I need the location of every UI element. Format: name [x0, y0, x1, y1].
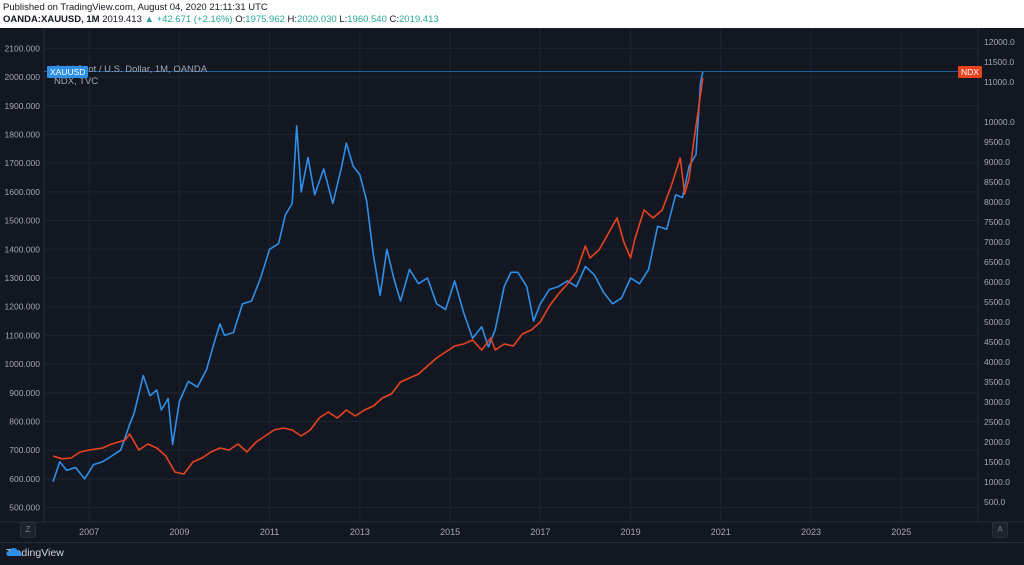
y-left-tick-label: 1300.000: [5, 273, 41, 283]
y-right-tick-label: 1500.0: [984, 457, 1010, 467]
y-right-tick-label: 9500.0: [984, 137, 1010, 147]
x-tick-label: 2007: [79, 527, 99, 537]
open-label: O:: [235, 14, 246, 25]
y-left-tick-label: 2100.000: [5, 43, 41, 53]
y-right-tick-label: 9000.0: [984, 157, 1010, 167]
x-tick-label: 2011: [260, 527, 279, 537]
y-right-tick-label: 11500.0: [984, 57, 1014, 67]
y-right-tick-label: 5500.0: [984, 297, 1010, 307]
y-right-tick-label: 1000.0: [984, 477, 1010, 487]
y-left-tick-label: 1600.000: [5, 187, 41, 197]
y-right-tick-label: 2500.0: [984, 417, 1010, 427]
close-label: C:: [389, 14, 400, 25]
plot-frame: [43, 28, 979, 523]
low-value: 1960.540: [347, 14, 387, 25]
y-right-tick-label: 4000.0: [984, 357, 1010, 367]
symbol-name: OANDA:XAUUSD, 1M: [3, 14, 100, 25]
y-right-tick-label: 8000.0: [984, 197, 1010, 207]
x-tick-label: 2023: [801, 527, 821, 537]
y-left-tick-label: 1100.000: [5, 330, 40, 340]
y-left-tick-label: 1700.000: [5, 158, 41, 168]
y-right-tick-label: 3000.0: [984, 397, 1010, 407]
last-price: 2019.413: [102, 14, 142, 25]
y-left-tick-label: 1000.000: [5, 359, 41, 369]
price-change: ▲ +42.671 (+2.16%): [144, 14, 233, 25]
x-tick-label: 2009: [169, 527, 189, 537]
x-tick-label: 2021: [711, 527, 731, 537]
y-left-tick-label: 800.000: [9, 417, 40, 427]
high-label: H:: [287, 14, 298, 25]
y-right-tick-label: 8500.0: [984, 177, 1010, 187]
y-right-tick-label: 4500.0: [984, 337, 1010, 347]
x-tick-label: 2025: [891, 527, 911, 537]
y-right-tick-label: 5000.0: [984, 317, 1010, 327]
auto-scale-button[interactable]: A: [992, 522, 1008, 538]
y-right-tick-label: 6000.0: [984, 277, 1010, 287]
y-right-tick-label: 6500.0: [984, 257, 1010, 267]
y-left-tick-label: 700.000: [9, 445, 40, 455]
legend-series-gold: Gold Spot / U.S. Dollar, 1M, OANDA: [54, 64, 208, 75]
y-left-tick-label: 500.000: [9, 503, 40, 513]
high-value: 2020.030: [297, 14, 337, 25]
y-right-tick-label: 7000.0: [984, 237, 1010, 247]
y-left-tick-label: 2000.000: [5, 72, 41, 82]
time-axis-band: [0, 522, 1024, 542]
ndx-line: [52, 77, 704, 475]
footer-bar: TradingView: [0, 542, 1024, 565]
y-left-tick-label: 1900.000: [5, 101, 41, 111]
y-left-tick-label: 1400.000: [5, 244, 41, 254]
symbol-quote: OANDA:XAUUSD, 1M 2019.413 ▲ +42.671 (+2.…: [3, 14, 439, 25]
y-right-tick-label: 500.0: [984, 497, 1006, 507]
y-left-tick-label: 1200.000: [5, 302, 41, 312]
tradingview-brand[interactable]: TradingView: [6, 547, 64, 559]
y-left-tick-label: 600.000: [9, 474, 40, 484]
brand-name: TradingView: [6, 547, 64, 559]
ndx-price-tag: NDX: [958, 65, 982, 78]
chart-area[interactable]: 500.000 600.000 700.000 800.000 900.000 1000.…: [0, 28, 1024, 542]
y-left-tick-label: 1500.000: [5, 216, 41, 226]
scale-left-button[interactable]: Z: [20, 522, 36, 538]
publish-header: Published on TradingView.com, August 04,…: [0, 0, 1024, 28]
y-right-tick-label: 10000.0: [984, 117, 1015, 127]
y-right-tick-label: 11000.0: [984, 77, 1014, 87]
y-left-tick-label: 1800.000: [5, 129, 41, 139]
price-chart[interactable]: 500.000 600.000 700.000 800.000 900.000 1000.…: [0, 28, 1024, 542]
x-tick-label: 2017: [530, 527, 550, 537]
x-tick-label: 2015: [440, 527, 460, 537]
y-right-tick-label: 3500.0: [984, 377, 1010, 387]
low-label: L:: [339, 14, 348, 25]
y-right-tick-label: 7500.0: [984, 217, 1010, 227]
y-right-tick-label: 12000.0: [984, 37, 1015, 47]
y-left-tick-label: 900.000: [9, 388, 40, 398]
close-value: 2019.413: [399, 14, 439, 25]
x-tick-label: 2013: [350, 527, 370, 537]
published-text: Published on TradingView.com, August 04,…: [3, 2, 268, 13]
cloud-logo-icon: [6, 548, 22, 556]
legend-series-ndx: NDX, TVC: [54, 76, 99, 87]
open-value: 1975.962: [245, 14, 285, 25]
x-tick-label: 2019: [621, 527, 641, 537]
chart-legend: Gold Spot / U.S. Dollar, 1M, OANDA NDX, …: [54, 64, 207, 88]
xauusd-price-tag: XAUUSD: [47, 65, 89, 78]
gold-price-line: [52, 71, 704, 483]
y-right-tick-label: 2000.0: [984, 437, 1010, 447]
